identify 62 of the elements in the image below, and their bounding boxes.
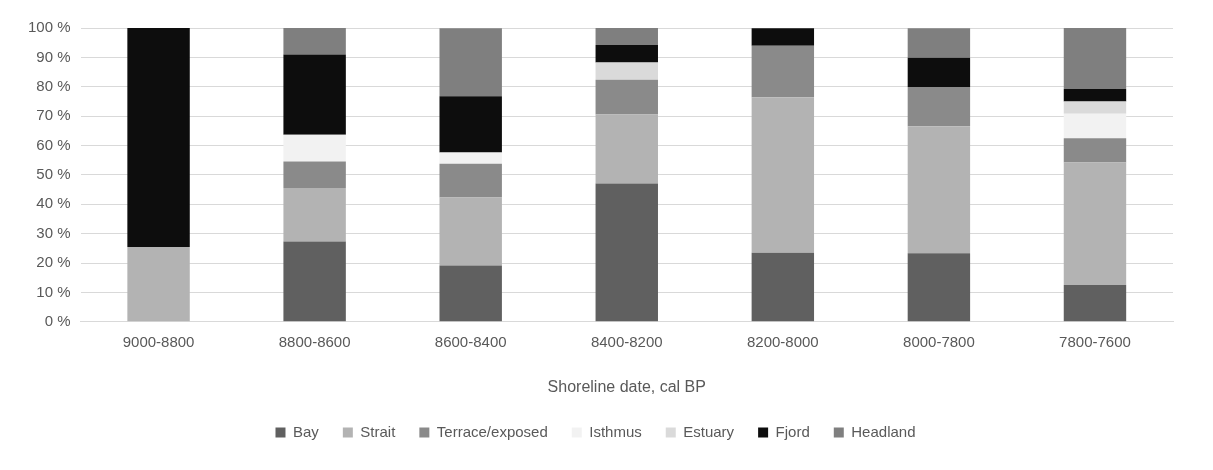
x-tick-label: 8400-8200 [590, 332, 663, 350]
bar [595, 79, 658, 115]
bar [1063, 113, 1127, 139]
y-tick-label: 60 % [36, 135, 71, 153]
x-tick-label: 8600-8400 [434, 332, 507, 350]
bar [907, 126, 971, 254]
bar [283, 28, 346, 55]
bar [751, 45, 815, 98]
bar [907, 28, 971, 58]
legend-label: Strait [360, 422, 397, 440]
bar [907, 87, 971, 127]
y-tick-label: 90 % [36, 47, 71, 65]
x-tick-label: 8000-7800 [903, 332, 975, 350]
bar [283, 54, 346, 135]
bar [1063, 89, 1127, 102]
bar [595, 62, 658, 80]
x-axis-title: Shoreline date, cal BP [547, 377, 706, 395]
bar [439, 265, 502, 322]
bar [907, 57, 971, 88]
x-tick-label: 9000-8800 [122, 332, 195, 350]
y-tick-label: 40 % [36, 194, 71, 212]
x-tick-label: 8200-8000 [746, 332, 819, 350]
bar [283, 161, 346, 189]
bar [1063, 101, 1127, 114]
bar [439, 28, 502, 97]
x-tick-label: 7800-7600 [1059, 332, 1131, 350]
bar [595, 114, 658, 184]
bar [1063, 138, 1127, 163]
bar [1063, 28, 1127, 90]
x-tick-label: 8800-8600 [278, 332, 351, 350]
y-tick-label: 10 % [36, 282, 71, 300]
bar [283, 241, 346, 322]
bar [595, 28, 658, 46]
legend-label: Bay [292, 422, 320, 440]
bar [439, 197, 502, 266]
bar [439, 152, 502, 164]
bar [751, 252, 815, 322]
y-tick-label: 0 % [44, 311, 71, 329]
y-tick-label: 30 % [36, 223, 71, 241]
y-tick-label: 50 % [36, 165, 71, 183]
legend-label: Isthmus [589, 422, 642, 440]
bar [127, 246, 190, 322]
bar [439, 163, 502, 198]
bar [751, 97, 815, 253]
y-tick-label: 20 % [36, 253, 71, 271]
bar [127, 28, 190, 247]
legend-label: Terrace/exposed [436, 422, 548, 440]
bar [595, 45, 658, 63]
y-tick-label: 80 % [36, 76, 71, 94]
bar [751, 28, 815, 46]
bar [283, 188, 346, 242]
bar [595, 183, 658, 322]
legend-label: Headland [851, 422, 916, 440]
legend-label: Fjord [775, 422, 810, 440]
bar [1063, 162, 1127, 286]
bar [1063, 285, 1127, 322]
bar [907, 253, 971, 322]
y-tick-label: 70 % [36, 106, 71, 124]
bar [283, 134, 346, 162]
bar [439, 96, 502, 153]
y-tick-label: 100 % [27, 18, 71, 36]
legend-label: Estuary [683, 422, 735, 440]
